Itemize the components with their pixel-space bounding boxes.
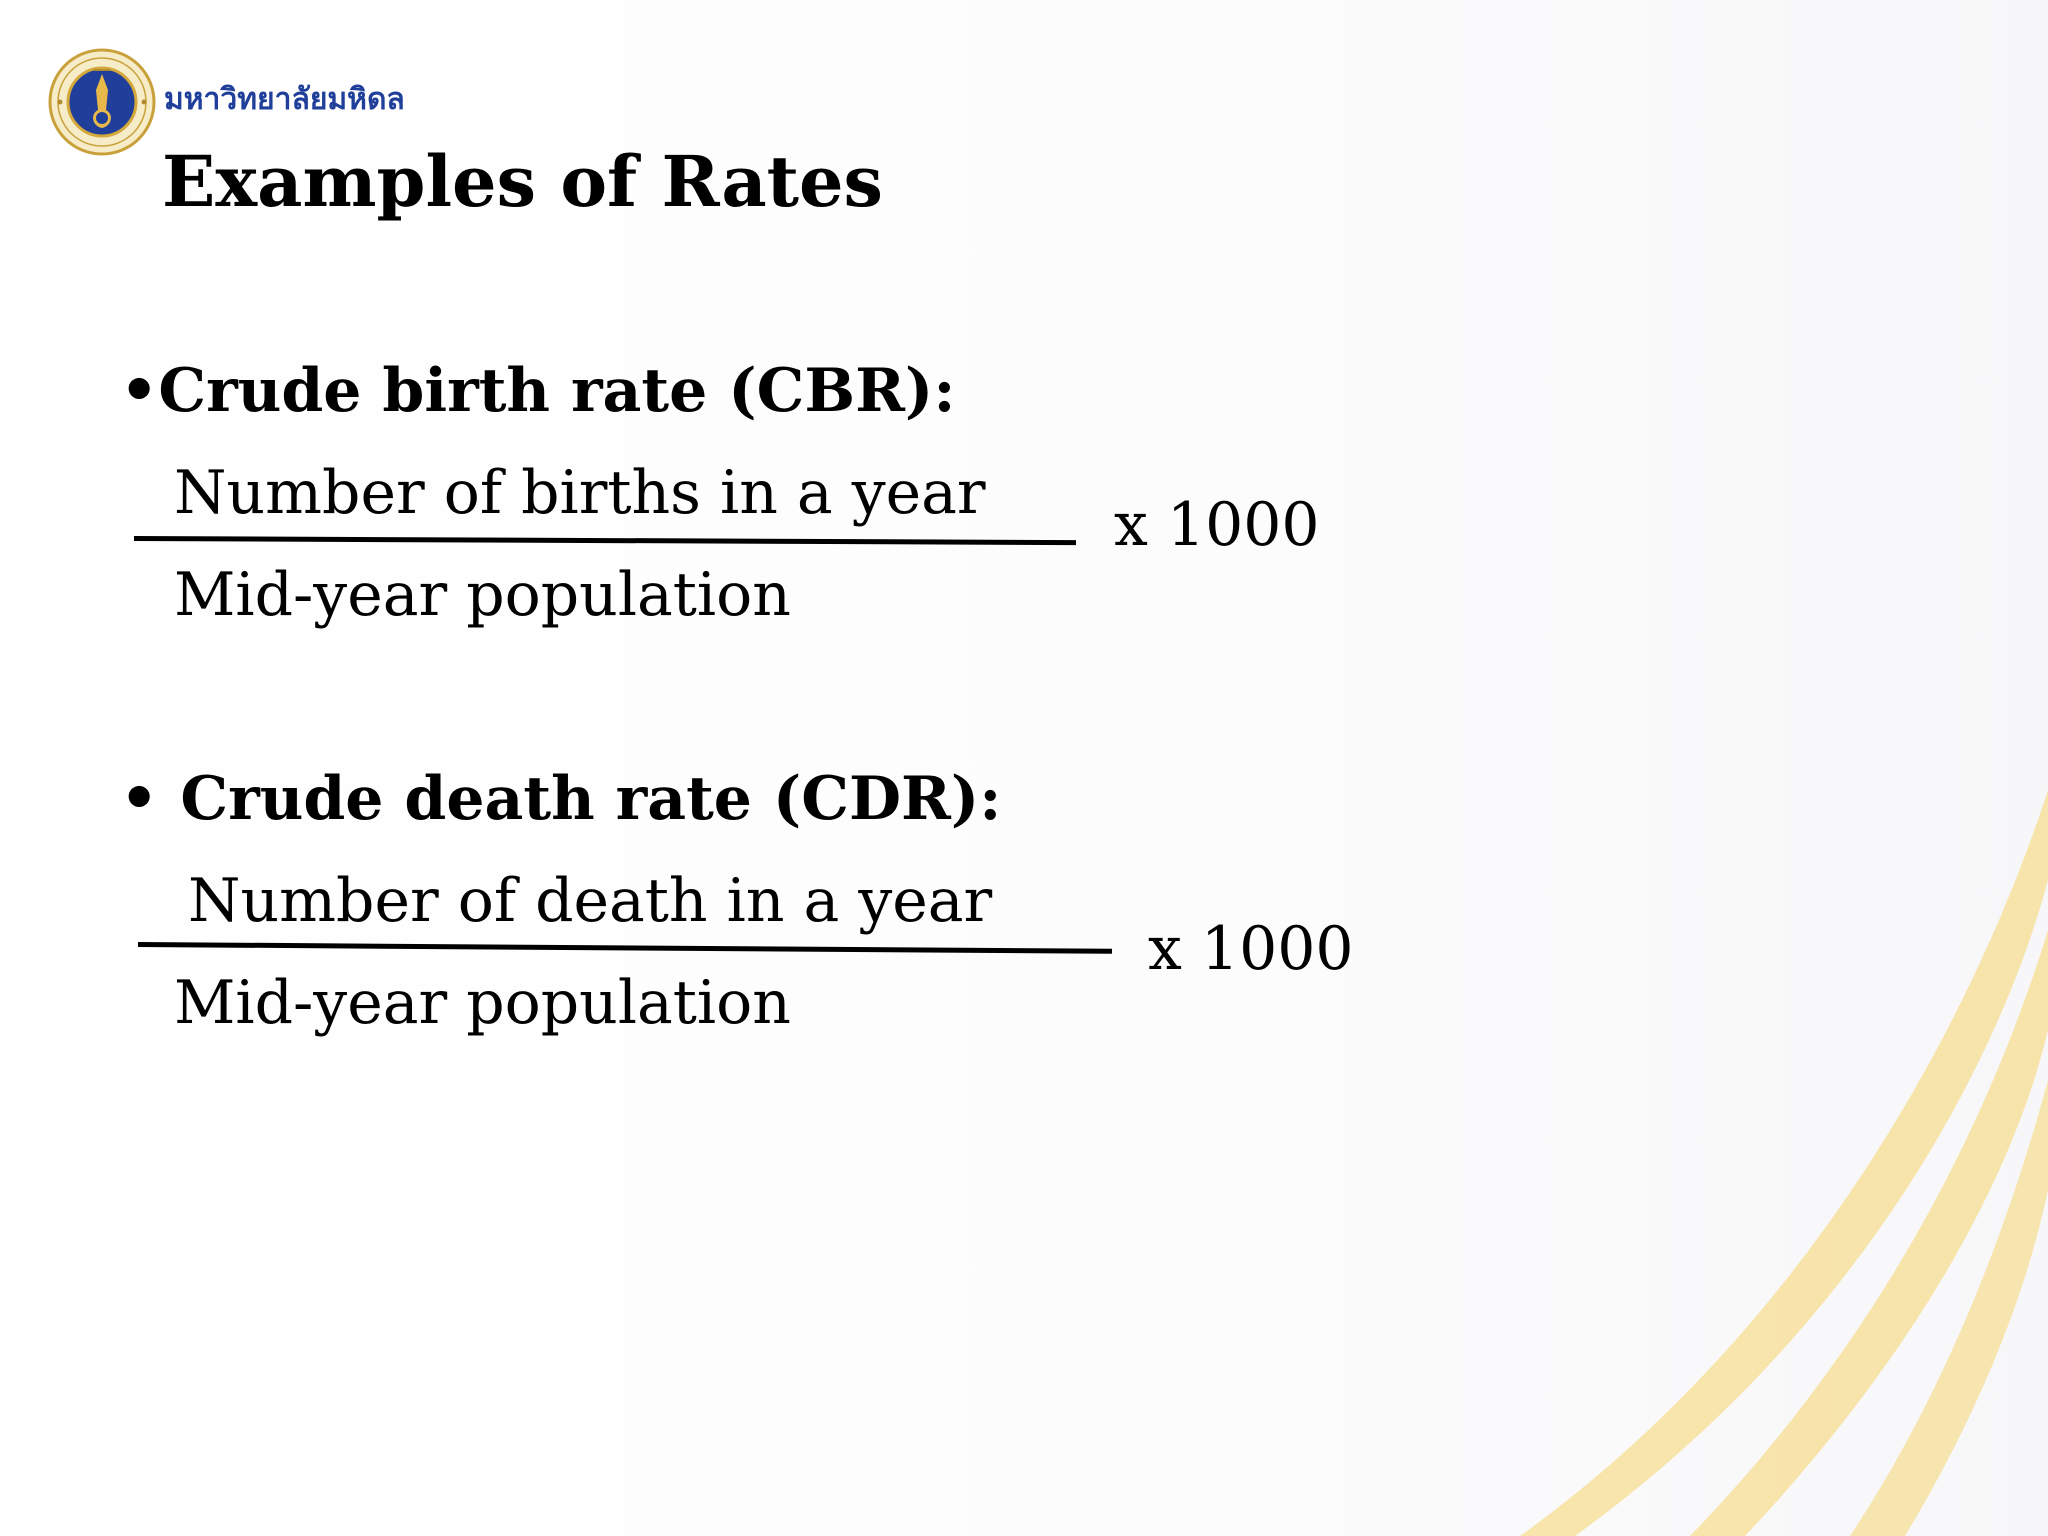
cbr-numerator: Number of births in a year xyxy=(174,458,986,528)
bullet-point: • xyxy=(120,764,159,834)
bullet-point: • xyxy=(120,356,159,426)
cbr-heading: •Crude birth rate (CBR): xyxy=(120,356,955,426)
university-name: มหาวิทยาลัยมหิดล xyxy=(164,82,405,117)
cdr-heading: • Crude death rate (CDR): xyxy=(120,764,1001,834)
cbr-denominator: Mid-year population xyxy=(174,560,791,630)
mahidol-university-seal-icon xyxy=(48,48,156,156)
cbr-heading-text: Crude birth rate (CBR): xyxy=(158,356,956,426)
cbr-multiplier: x 1000 xyxy=(1114,490,1320,560)
cbr-fraction-bar xyxy=(133,536,1077,546)
cdr-fraction-bar xyxy=(137,942,1112,954)
cdr-denominator: Mid-year population xyxy=(174,968,791,1038)
left-margin-strip xyxy=(0,0,125,1536)
cdr-numerator: Number of death in a year xyxy=(188,866,993,936)
cdr-heading-text: Crude death rate (CDR): xyxy=(180,764,1002,834)
slide-title: Examples of Rates xyxy=(162,140,883,223)
cdr-multiplier: x 1000 xyxy=(1148,914,1354,984)
